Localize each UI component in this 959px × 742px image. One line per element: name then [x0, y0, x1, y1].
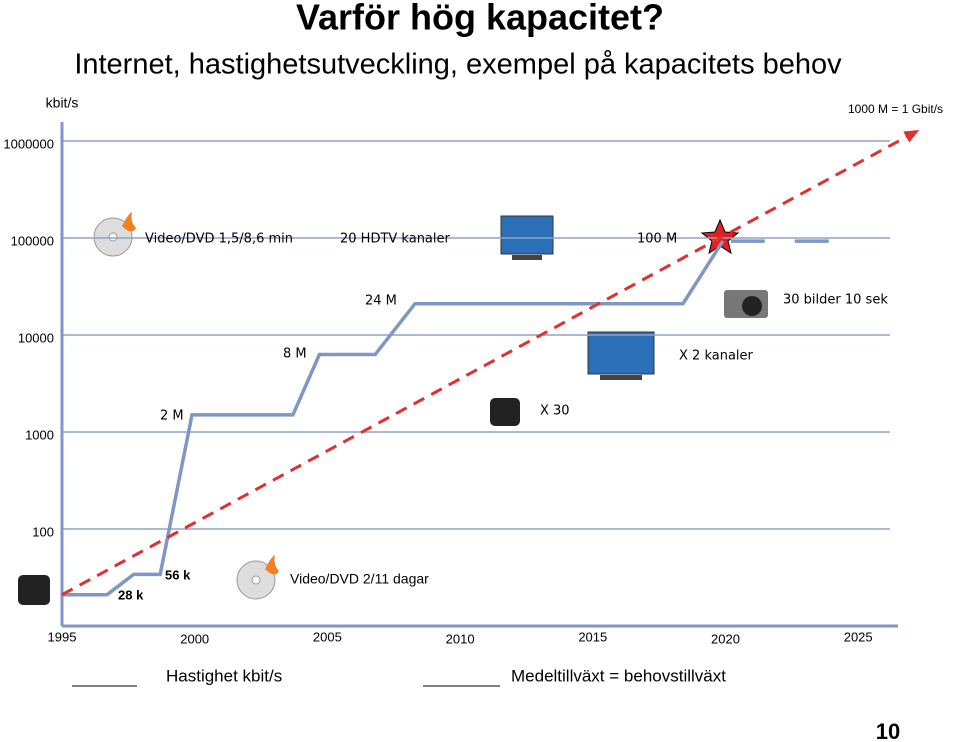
y-tick-label: 100	[32, 524, 54, 539]
x-tick-label: 2000	[180, 631, 209, 646]
tv-icon	[512, 255, 542, 260]
x-tick-label: 2025	[844, 629, 873, 644]
page-number: 10	[876, 719, 900, 742]
legend-label: Hastighet kbit/s	[166, 666, 282, 685]
tv-icon	[587, 331, 655, 375]
flame-icon	[265, 555, 279, 575]
y-axis-label: kbit/s	[46, 95, 79, 111]
annotation: X 2 kanaler	[679, 349, 754, 364]
series-line	[62, 240, 725, 597]
annotation: Video/DVD 2/11 dagar	[290, 571, 429, 587]
x-tick-label: 2010	[446, 631, 475, 646]
x-tick-label: 1995	[48, 629, 77, 644]
annotation: Video/DVD 1,5/8,6 min	[145, 232, 293, 247]
annotation: 20 HDTV kanaler	[340, 232, 451, 247]
disc-icon	[251, 575, 261, 585]
slide-subtitle: Internet, hastighetsutveckling, exempel …	[74, 49, 842, 81]
camera-icon	[742, 296, 762, 316]
disc-icon	[108, 232, 118, 242]
annotation: 100 M	[637, 232, 677, 247]
y-tick-label: 1000000	[3, 136, 54, 151]
flame-icon	[122, 212, 136, 232]
x-tick-label: 2020	[711, 631, 740, 646]
annotation: 2 M	[160, 409, 184, 424]
phone-icon	[18, 575, 50, 605]
icons	[18, 212, 768, 687]
tv-icon	[500, 215, 554, 255]
x-tick-label: 2005	[313, 629, 342, 644]
legend-label: Medeltillväxt = behovstillväxt	[511, 666, 726, 685]
y-tick-label: 100000	[11, 233, 54, 248]
annotation: 28 k	[118, 587, 144, 602]
arrow-head	[903, 129, 920, 143]
annotation: 30 bilder 10 sek	[783, 293, 888, 308]
tv-icon	[600, 375, 642, 380]
phone-icon	[490, 398, 520, 426]
annotation: X 30	[540, 404, 570, 419]
annotation: 24 M	[365, 294, 397, 309]
annotation: 56 k	[165, 567, 191, 582]
x-tick-label: 2015	[578, 629, 607, 644]
y-tick-label: 10000	[18, 330, 54, 345]
series-line	[61, 128, 920, 597]
annotation: 8 M	[283, 347, 307, 362]
y-tick-label: 1000	[25, 427, 54, 442]
slide-title: Varför hög kapacitet?	[296, 0, 664, 38]
annotation: 1000 M = 1 Gbit/s	[848, 102, 943, 116]
